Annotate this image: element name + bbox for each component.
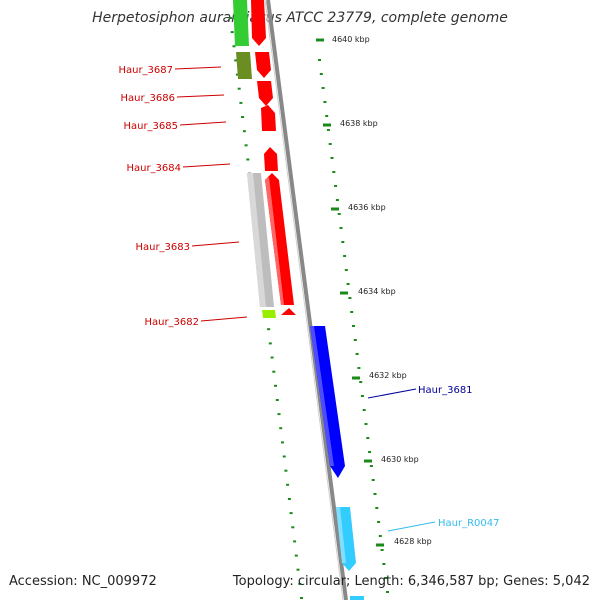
tick-label: 4638 kbp [340, 119, 378, 128]
gene-label: Haur_R0047 [438, 518, 500, 529]
label-haur-3683: Haur_3683 [135, 241, 240, 253]
label-haur-3682: Haur_3682 [144, 316, 248, 328]
feature-lime [262, 310, 276, 318]
label-haur-r0047: Haur_R0047 [387, 518, 500, 532]
tick-4638: 4638 kbp [323, 119, 378, 128]
backbone [264, 0, 348, 600]
feature-olive [236, 52, 252, 79]
gene-label: Haur_3684 [126, 163, 181, 174]
gene-arrow-haur-r0047 [336, 507, 356, 571]
feature-gray [247, 173, 274, 307]
outer-scale-dots [318, 59, 389, 593]
gene-arrow-haur-3684 [264, 147, 278, 171]
gene-arrow-haur-3682 [281, 308, 296, 315]
tick-label: 4630 kbp [381, 455, 419, 464]
gene-label: Haur_3687 [118, 65, 173, 76]
gene-arrow-haur-3687 [255, 52, 271, 78]
gene-label: Haur_3683 [135, 242, 190, 253]
gene-arrow-haur-3686 [257, 81, 273, 106]
gene-label: Haur_3685 [123, 121, 178, 132]
tick-label: 4632 kbp [369, 371, 407, 380]
gene-arrow-haur-3683 [265, 173, 294, 305]
tick-4632: 4632 kbp [352, 371, 407, 380]
tick-label: 4636 kbp [348, 203, 386, 212]
tick-label: 4640 kbp [332, 35, 370, 44]
tick-4628: 4628 kbp [376, 537, 432, 547]
gene-label: Haur_3681 [418, 385, 473, 396]
gene-label: Haur_3682 [144, 317, 199, 328]
tick-label: 4634 kbp [358, 287, 396, 296]
tick-4636: 4636 kbp [331, 203, 386, 212]
label-haur-3687: Haur_3687 [118, 65, 222, 76]
label-haur-3681: Haur_3681 [367, 385, 473, 399]
topology-text: Topology: circular; Length: 6,346,587 bp… [232, 574, 590, 589]
tick-label: 4628 kbp [394, 537, 432, 546]
label-haur-3686: Haur_3686 [120, 93, 225, 104]
gene-label: Haur_3686 [120, 93, 175, 104]
gene-arrow-bottom [350, 596, 364, 600]
gene-arrow-haur-3685 [261, 105, 276, 131]
gene-arrow-top [251, 0, 266, 46]
tick-4634: 4634 kbp [340, 287, 396, 296]
gene-arrow-haur-3681 [310, 326, 345, 478]
feature-green-top [233, 0, 249, 46]
label-haur-3684: Haur_3684 [126, 163, 231, 174]
tick-4630: 4630 kbp [364, 455, 419, 464]
label-haur-3685: Haur_3685 [123, 121, 227, 132]
map-title: Herpetosiphon aurantiacus ATCC 23779, co… [92, 10, 508, 26]
tick-4640: 4640 kbp [316, 35, 370, 44]
accession-text: Accession: NC_009972 [9, 574, 157, 589]
